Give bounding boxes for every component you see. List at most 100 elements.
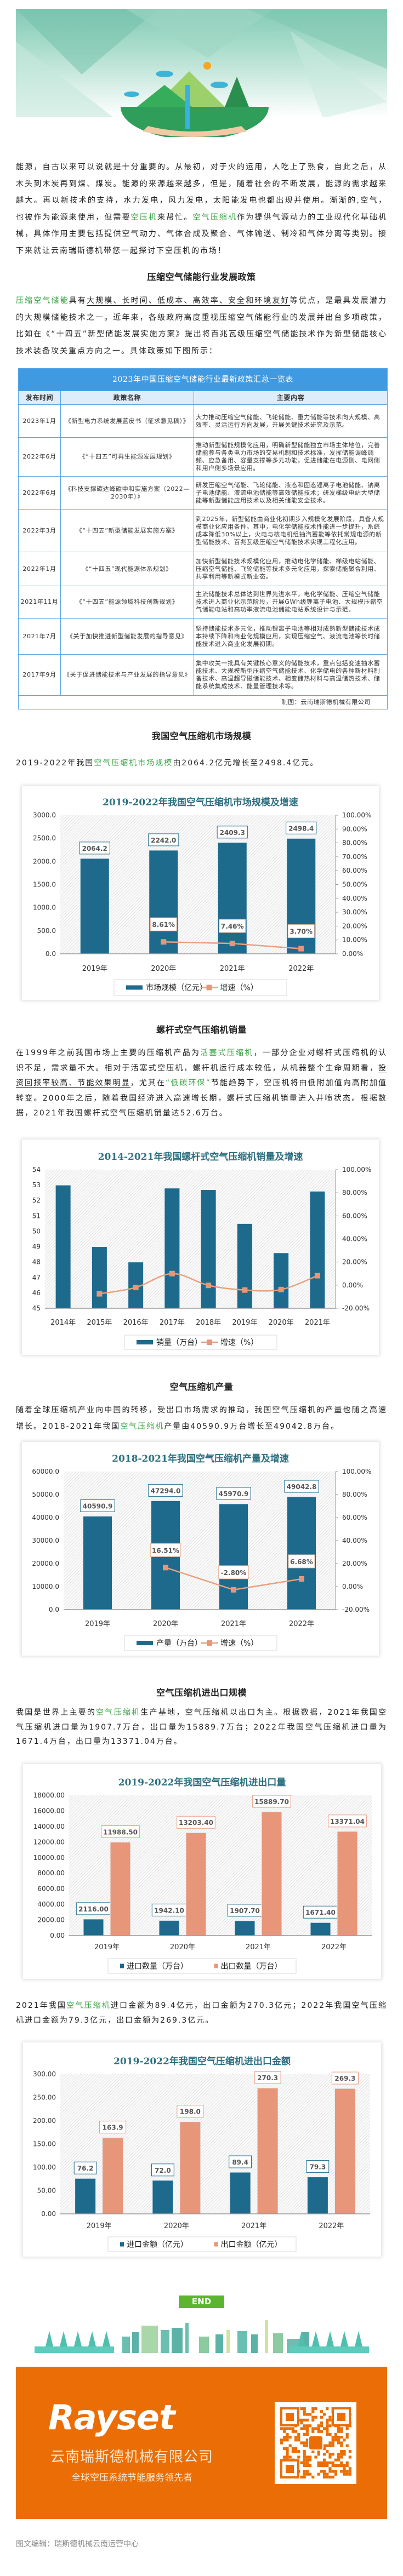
policy-content: 坚持储能技术多元化，推动锂离子电池等相对成熟新型储能技术成本持续下降和商业化规模… (194, 618, 388, 655)
bar-data-label: 1907.70 (230, 1907, 260, 1915)
y2-tick-label: 80.00% (342, 1491, 367, 1498)
bar-data-label: 79.3 (310, 2163, 326, 2171)
line-marker (206, 1283, 212, 1289)
x-tick-label: 2016年 (123, 1319, 149, 1327)
text-segment: 生产基地，空气压缩机以出口为主。根据数据，2021年我国空气压缩机进口量为190… (16, 1708, 388, 1747)
policy-content: 集中攻关一批具有关键核心意义的储能技术，重点包括变速抽水蓄能技术、大规模新型压缩… (194, 654, 388, 696)
line-marker (229, 941, 235, 947)
bar-data-label: 76.2 (77, 2165, 94, 2172)
y2-tick-label: 10.00% (342, 936, 367, 944)
y-tick-label: 16000.00 (33, 1807, 65, 1814)
data-label-box (151, 2163, 174, 2177)
text-segment: 随着全球压缩机产业向中国的转移，受出口市场需求的推动，我国空气压缩机的产量也随之… (16, 1406, 387, 1431)
y2-tick-label: 20.00% (342, 1258, 367, 1266)
y2-tick-label: 20.00% (342, 922, 367, 930)
x-tick-label: 2018年 (196, 1319, 221, 1327)
bar (257, 2087, 279, 2214)
line-data-label: 3.70% (290, 928, 313, 936)
bar-data-label: 2064.2 (82, 845, 107, 852)
market-paragraph: 2019-2022年我国空气压缩机市场规模由2064.2亿元增长至2498.4亿… (16, 755, 387, 771)
y-tick-label: 54 (32, 1166, 41, 1173)
data-label-box (254, 2071, 281, 2084)
x-tick-label: 2019年 (87, 2222, 112, 2230)
bar-data-label: 2116.00 (78, 1905, 109, 1913)
line-marker (169, 1270, 175, 1276)
data-label-box (252, 1795, 291, 1808)
line-marker (298, 946, 304, 952)
line-marker (299, 1576, 304, 1582)
cloud-icon (156, 71, 173, 77)
policy-name: 《关于加快推进新型储能发展的指导意见》 (60, 618, 194, 655)
y2-tick-label: 80.00% (342, 839, 367, 847)
text-segment: 2019-2022年我国 (16, 759, 94, 768)
policy-name: 《科技支撑碳达峰碳中和实施方案（2022—2030年）》 (60, 476, 194, 510)
chart-title: 2019-2022年我国空气压缩机进出口金额 (113, 2056, 291, 2067)
qr-code (275, 2402, 356, 2484)
trade-amount-paragraph: 2021年我国空气压缩机进口金额为89.4亿元，出口金额为270.3亿元；202… (16, 1999, 387, 2028)
policy-date: 2022年6月 (18, 437, 61, 477)
legend-label: 产量（万台） (156, 1639, 202, 1648)
legend-label: 增速（%） (220, 1639, 258, 1648)
y2-tick-label: 40.00% (342, 1537, 367, 1544)
output-chart: 2018-2021年我国空气压缩机产量及增速 0.0 10000.0 20000.0 3… (22, 1442, 379, 1656)
bar-data-label: 1671.40 (305, 1909, 336, 1916)
y-tick-label: 20000.0 (32, 1560, 59, 1567)
x-tick-label: 2019年 (85, 1620, 110, 1628)
output-paragraph: 随着全球压缩机产业向中国的转移，受出口市场需求的推动，我国空气压缩机的产量也随之… (16, 1402, 387, 1435)
tree-shape (340, 2331, 348, 2346)
x-tick-label: 2020年 (170, 1943, 195, 1951)
bar (200, 1189, 217, 1309)
bar (234, 1920, 256, 1936)
col-header-content: 主要内容 (194, 391, 388, 405)
x-tick-label: 2022年 (288, 965, 314, 973)
y-tick-label: 300.00 (33, 2070, 56, 2078)
data-label-box (287, 924, 315, 938)
x-tick-label: 2014年 (50, 1319, 76, 1327)
data-label-box (328, 1814, 367, 1828)
y-tick-label: 10000.00 (33, 1854, 65, 1862)
text-segment: ，尤其在 (130, 1079, 166, 1088)
y2-tick-label: 90.00% (342, 825, 367, 833)
tree-shape (46, 2331, 53, 2346)
chart-title: 2019-2022年我国空气压缩机进出口量 (118, 1777, 286, 1788)
y2-tick-label: 0.00% (342, 950, 363, 958)
chart-title: 2019-2022年我国空气压缩机市场规模及增速 (103, 797, 298, 808)
company-name: 云南瑞斯德机械有限公司 (50, 2449, 213, 2465)
y2-tick-label: 40.00% (342, 895, 367, 902)
legend-label: 增速（%） (220, 984, 258, 993)
bar (179, 2121, 201, 2214)
line-marker (314, 1273, 320, 1279)
qr-center-logo (308, 2435, 323, 2451)
y-tick-label: 45 (32, 1304, 41, 1312)
legend-swatch (137, 1340, 153, 1344)
screw-sales-chart: 2014-2021年我国螺杆式空气压缩机销量及增速 45 46 47 48 49 50 51 5… (22, 1140, 379, 1355)
skyline-shape (273, 2333, 283, 2353)
bar (229, 2172, 251, 2214)
y-tick-label: 48 (32, 1258, 41, 1266)
bar (91, 1246, 107, 1309)
bar-data-label: 47294.0 (151, 1487, 181, 1495)
y2-tick-label: 100.00% (342, 1166, 371, 1173)
x-tick-label: 2015年 (87, 1319, 112, 1327)
policy-name: 《“十四五”现代能源体系规划》 (60, 552, 194, 586)
text-segment: ，一部分企业对螺杆式压缩机的认识不足，需求量不大。相对于活塞式空压机，螺杆机运行… (16, 1049, 387, 1073)
line-marker (97, 1291, 103, 1297)
data-label-box (284, 1480, 319, 1493)
policy-content: 大力推动压缩空气储能、飞轮储能、重力储能等技术向大规模、高效率、灵活运行方向发展… (194, 404, 388, 438)
text-segment: 来帮忙。 (157, 213, 193, 222)
y-tick-label: 200.00 (33, 2117, 56, 2125)
skyline-shape (172, 2328, 183, 2353)
line-marker (161, 939, 167, 945)
skyline-shape (226, 2330, 230, 2353)
skyline-shape (161, 2330, 169, 2353)
bar-data-label: 1942.10 (154, 1907, 184, 1914)
chart-legend: 产量（万台） 增速（%） (124, 1635, 277, 1651)
bar (83, 1516, 112, 1610)
end-badge: END (179, 2295, 224, 2308)
x-tick-label: 2022年 (321, 1943, 347, 1951)
x-tick-label: 2022年 (289, 1620, 314, 1628)
text-segment: 节能趋势下，空压机将由低附加值向高附加值转变。2000年之后，随着我国经济进入高… (16, 1079, 388, 1118)
y-tick-label: 4000.00 (37, 1900, 65, 1908)
y2-tick-label: 60.00% (342, 1212, 367, 1220)
legend-label: 出口金额（亿元） (221, 2241, 282, 2249)
